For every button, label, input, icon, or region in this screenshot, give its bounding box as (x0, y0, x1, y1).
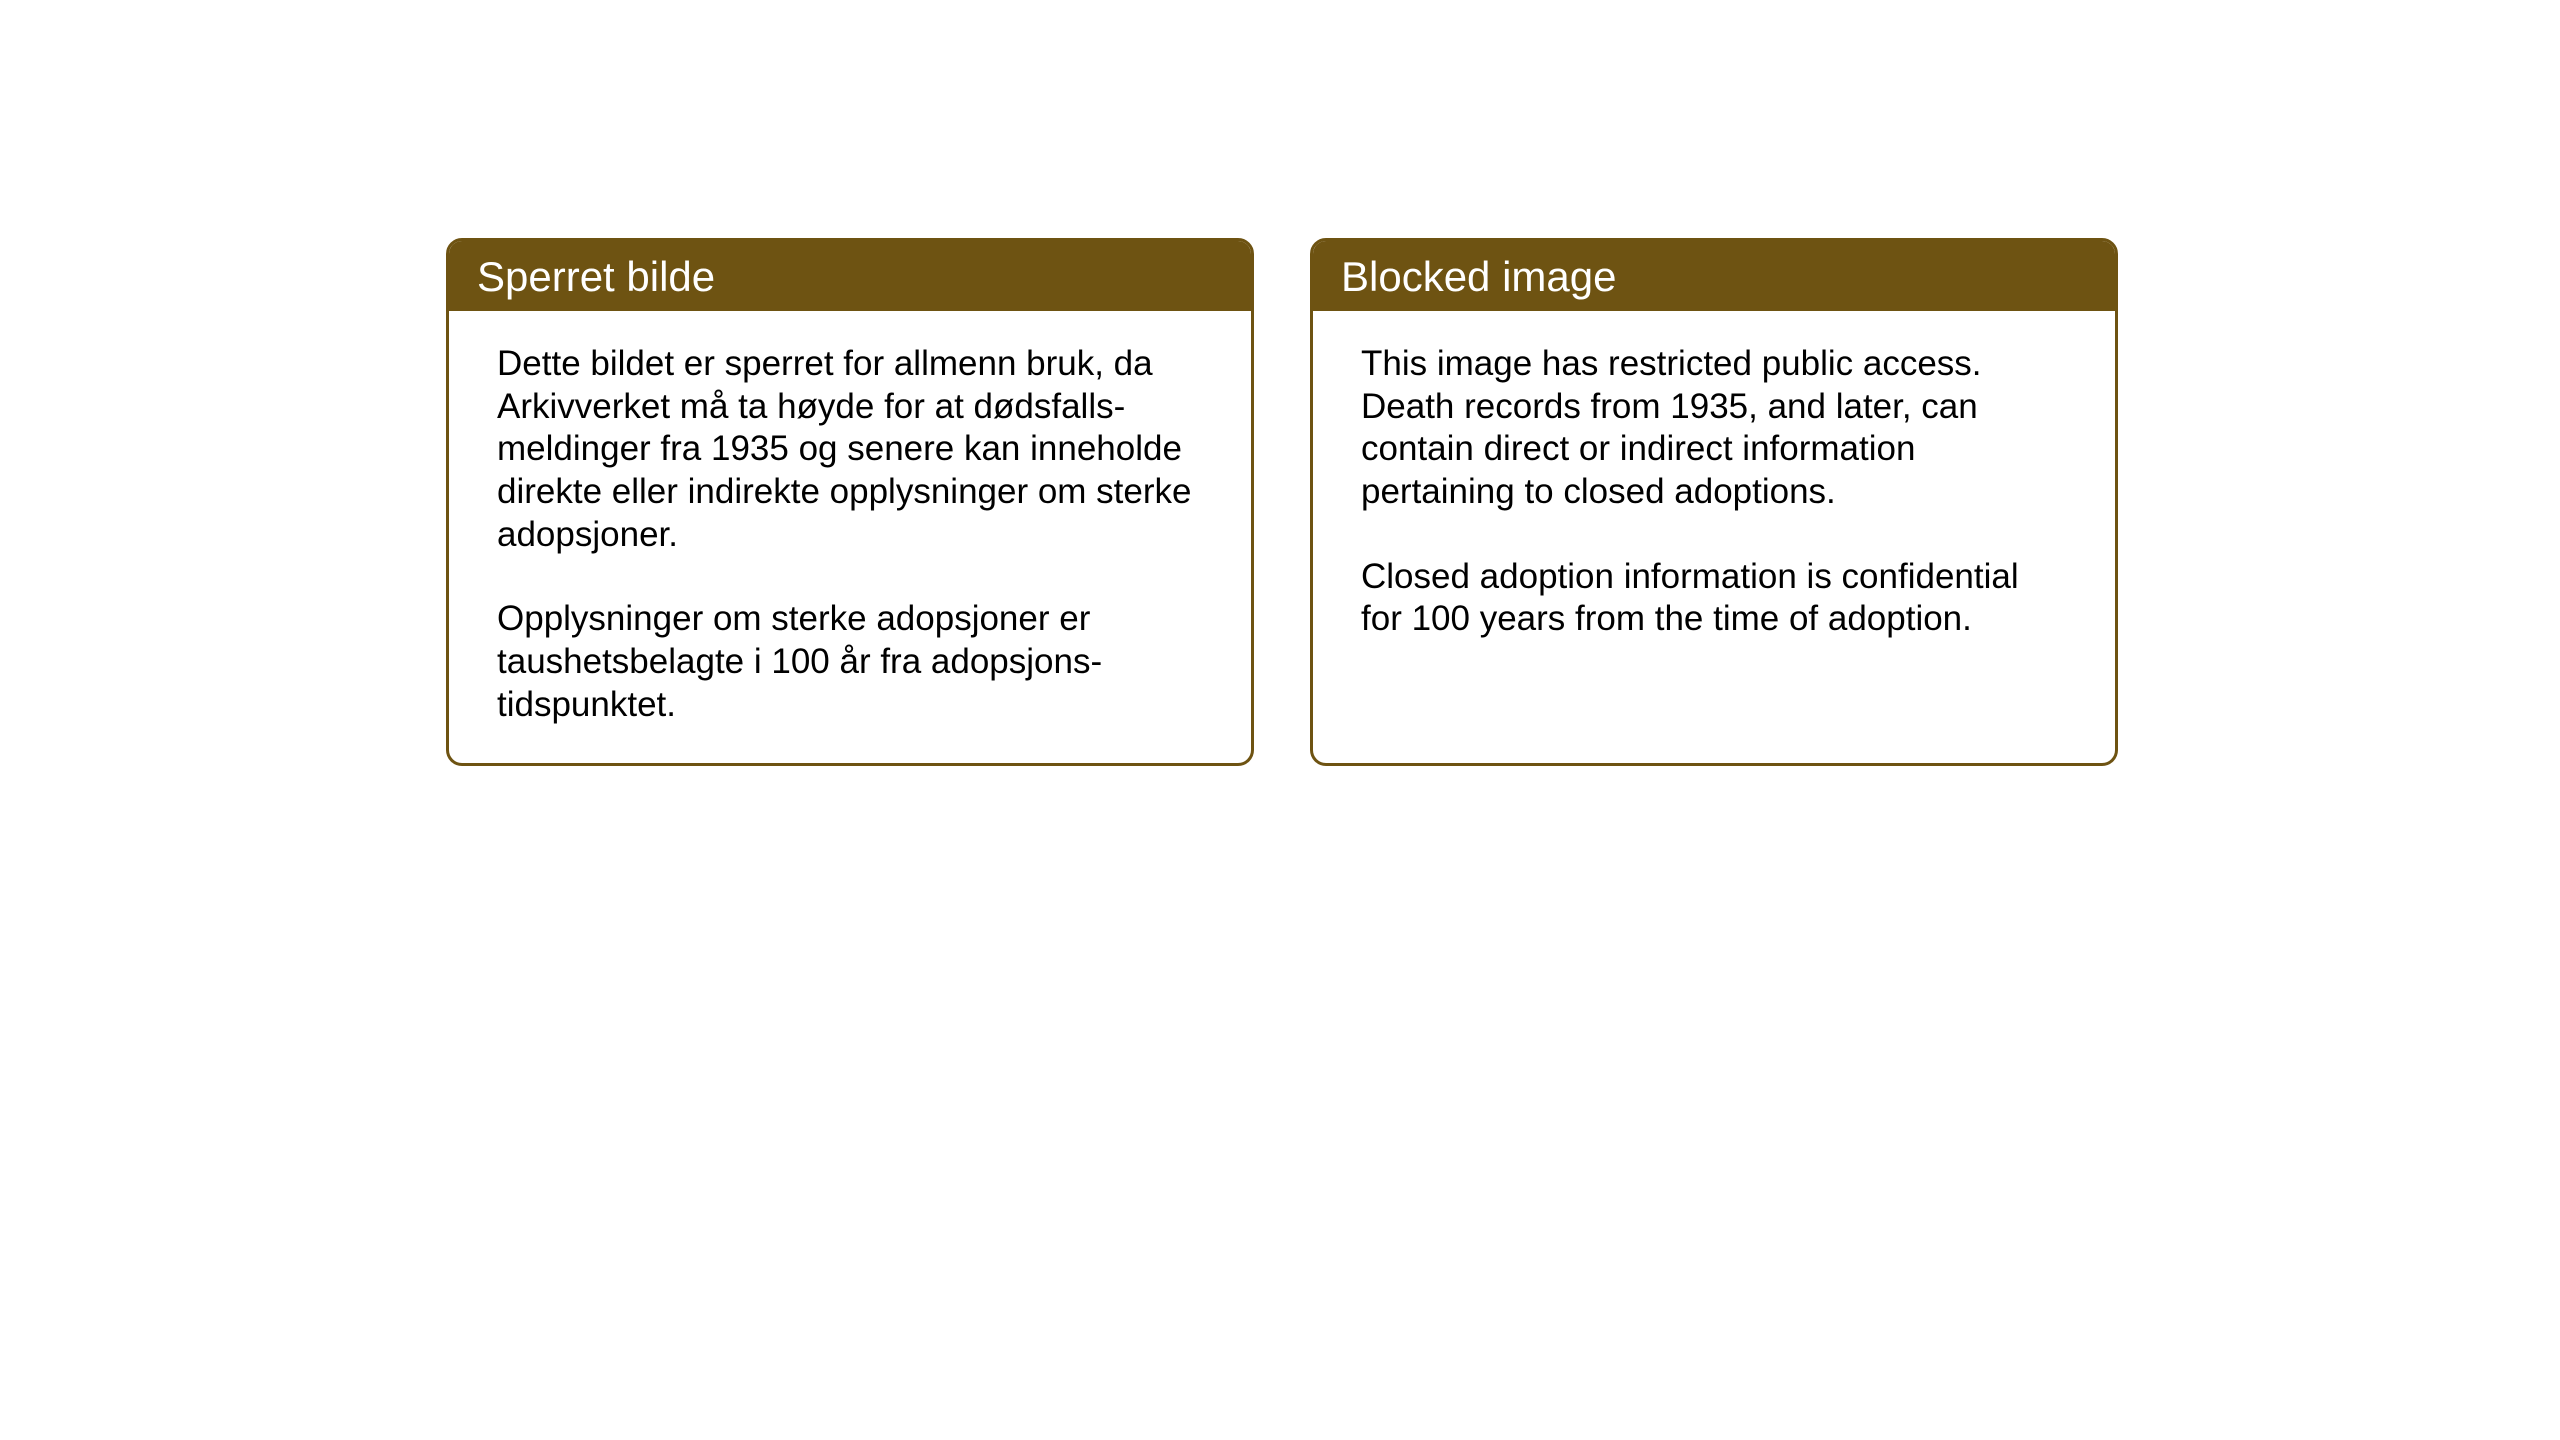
card-header-norwegian: Sperret bilde (449, 241, 1251, 311)
blocked-notice-card-english: Blocked image This image has restricted … (1310, 238, 2118, 766)
card-body-english: This image has restricted public access.… (1313, 311, 2115, 677)
card-header-english: Blocked image (1313, 241, 2115, 311)
notice-paragraph-2-english: Closed adoption information is confident… (1361, 556, 2067, 641)
card-title-english: Blocked image (1341, 253, 1616, 300)
notice-paragraph-1-english: This image has restricted public access.… (1361, 343, 2067, 514)
blocked-notice-card-norwegian: Sperret bilde Dette bildet er sperret fo… (446, 238, 1254, 766)
notice-paragraph-1-norwegian: Dette bildet er sperret for allmenn bruk… (497, 343, 1203, 556)
card-title-norwegian: Sperret bilde (477, 253, 715, 300)
notice-container: Sperret bilde Dette bildet er sperret fo… (446, 238, 2118, 766)
card-body-norwegian: Dette bildet er sperret for allmenn bruk… (449, 311, 1251, 763)
notice-paragraph-2-norwegian: Opplysninger om sterke adopsjoner er tau… (497, 598, 1203, 726)
